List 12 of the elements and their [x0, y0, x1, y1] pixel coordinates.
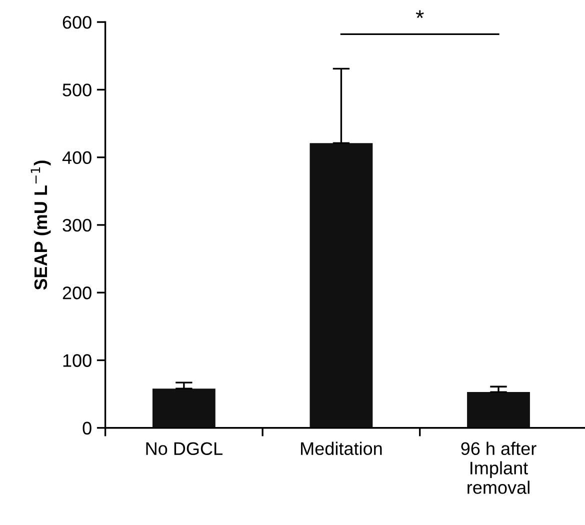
y-tick-label: 0 [82, 422, 92, 435]
y-tick-label: 400 [62, 151, 92, 164]
y-tick-label: 500 [62, 84, 92, 96]
y-axis-title: SEAP (mU L$^{−1}$) [30, 160, 51, 290]
x-tick-label: 96 h after Implant removal [461, 442, 536, 494]
text: * [416, 10, 424, 18]
y-tick-label: 100 [63, 354, 92, 367]
y-tick-label: 200 [62, 286, 92, 300]
x-tick-label: Meditation [301, 442, 382, 456]
x-tick-label: No DGCL [146, 442, 222, 456]
y-tick-label: 300 [62, 218, 92, 232]
y-tick-label: 600 [62, 16, 92, 29]
